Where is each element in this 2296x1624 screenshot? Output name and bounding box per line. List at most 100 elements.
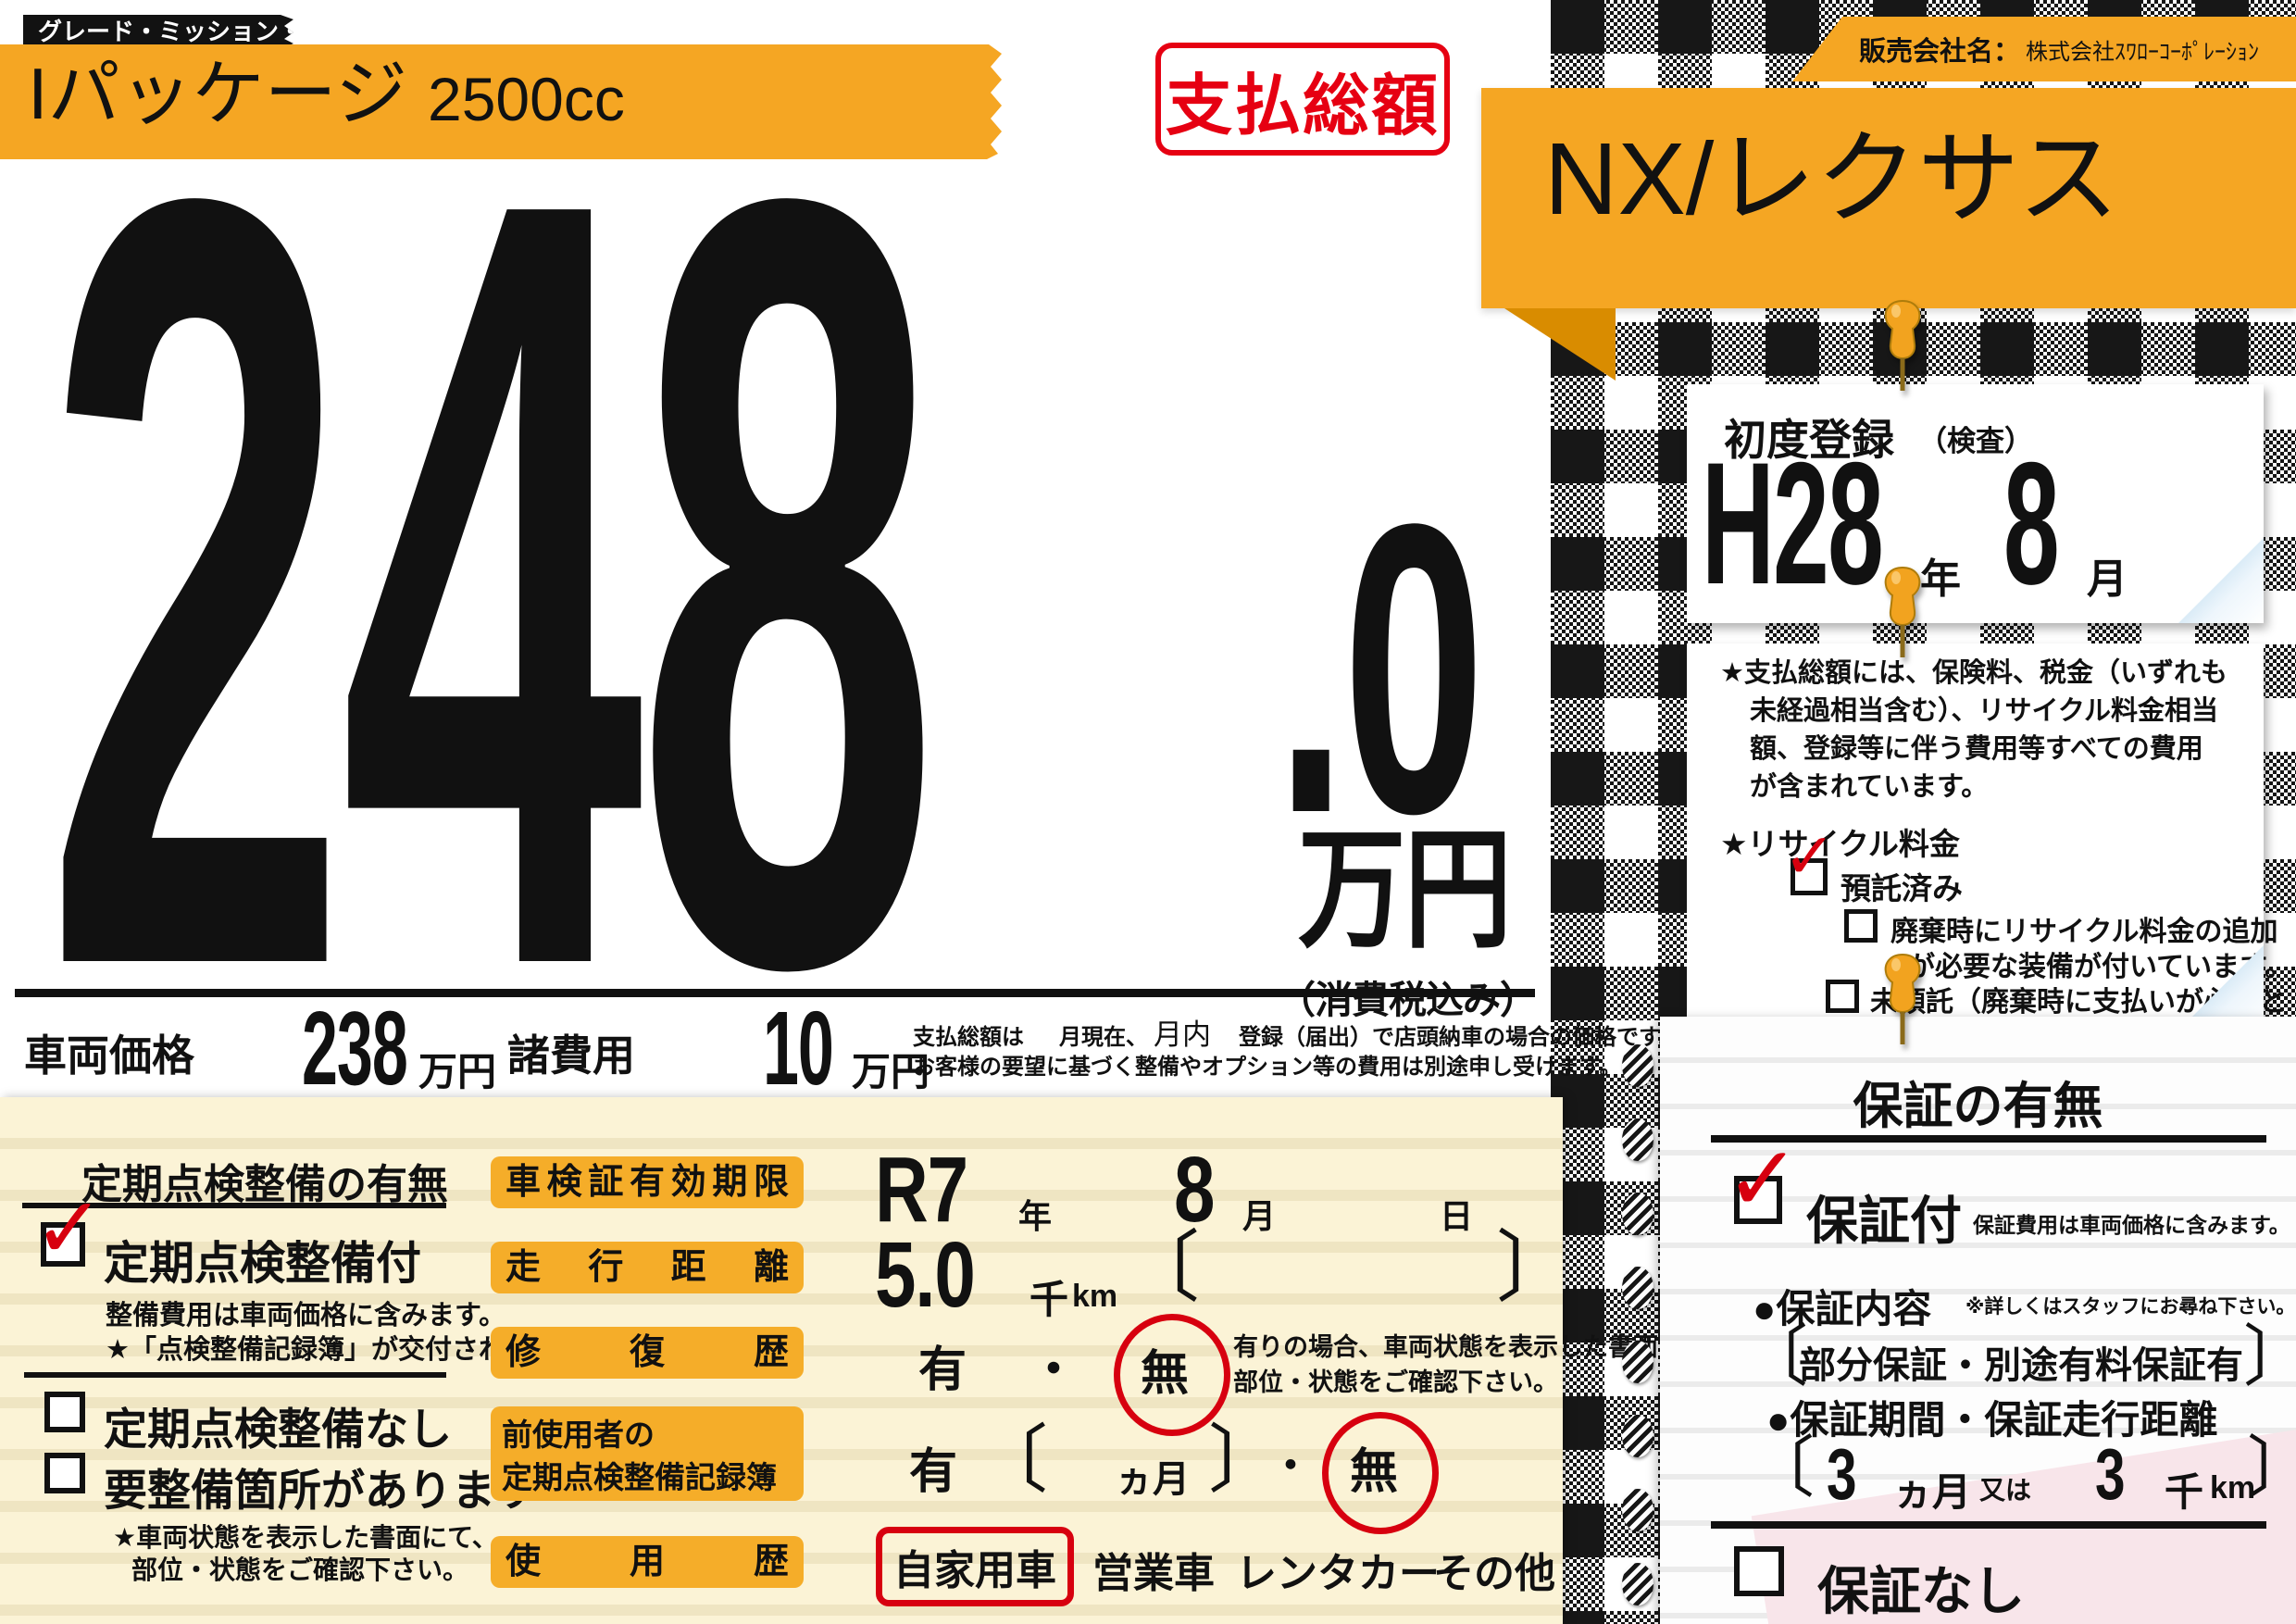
binder-ring xyxy=(1622,1489,1653,1531)
warranty-divider xyxy=(1711,1521,2266,1529)
checkmark-icon: ✓ xyxy=(1725,1128,1802,1230)
payment-note-line3: 額、登録等に伴う費用等すべての費用 xyxy=(1750,734,2203,764)
price-total-decimal: .0 xyxy=(1276,439,1485,899)
warranty-title: 保証の有無 xyxy=(1853,1079,2103,1134)
warranty-bracket-close: 〕 xyxy=(2243,1324,2296,1391)
maintenance-none-checkbox xyxy=(44,1392,85,1432)
warranty-km-value: 3 xyxy=(2095,1433,2126,1515)
payment-note-line2: 未経過相当含む）、リサイクル料金相当 xyxy=(1750,696,2219,726)
usage-option-private: 自家用車 xyxy=(876,1527,1074,1606)
deposited-label: 預託済み xyxy=(1841,871,1963,906)
bracket-open: 〔 xyxy=(1122,1224,1201,1311)
registration-year: H28 xyxy=(1702,426,1884,620)
mileage-label: 走行距離 xyxy=(491,1242,804,1293)
record-dot: ・ xyxy=(1270,1443,1311,1489)
payment-note-line1: ★支払総額には、保険料、税金（いずれも xyxy=(1720,658,2227,688)
warranty-content-label: ●保証内容 xyxy=(1753,1287,1932,1330)
registration-month-unit: 月 xyxy=(2087,556,2128,602)
fees-value: 10 xyxy=(763,990,834,1106)
registration-year-unit: 年 xyxy=(1920,556,1961,602)
record-book-label-line2: 定期点検整備記録簿 xyxy=(502,1460,777,1495)
warranty-content-note: ※詳しくはスタッフにお尋ね下さい。 xyxy=(1965,1296,2296,1318)
warranty-none-checkbox xyxy=(1734,1546,1784,1596)
model-banner: NX/レクサス xyxy=(1481,88,2296,308)
warranty-with-label: 保証付 xyxy=(1806,1192,1962,1250)
warranty-page: 保証の有無 ✓ 保証付 保証費用は車両価格に含みます。 ●保証内容 ※詳しくはス… xyxy=(1660,1017,2296,1624)
displacement-value: 2500cc xyxy=(428,65,625,133)
record-none-circle xyxy=(1322,1412,1439,1534)
record-bracket-close: 〕 xyxy=(1208,1418,1282,1501)
vehicle-price-value: 238 xyxy=(302,990,408,1106)
usage-option-other: その他 xyxy=(1433,1551,1555,1596)
mileage-unit1: 千 xyxy=(1029,1278,1069,1321)
vehicle-price-label: 車両価格 xyxy=(24,1031,194,1080)
recycle-fee-label: ★リサイクル料金 xyxy=(1720,827,1960,861)
recycle-add-line2: が必要な装備が付いています。 xyxy=(1907,952,2293,982)
vehicle-price-unit: 万円 xyxy=(418,1050,497,1093)
warranty-bracket-open: 〔 xyxy=(1741,1320,1809,1394)
maintenance-with-note1: 整備費用は車両価格に含みます。 xyxy=(106,1301,506,1330)
payment-total-badge-label: 支払総額 xyxy=(1165,69,1440,144)
maintenance-need-note1: ★車両状態を表示した書面にて、 xyxy=(113,1523,498,1552)
shaken-label: 車検証有効期限 xyxy=(491,1156,804,1208)
registration-month: 8 xyxy=(2003,426,2060,620)
fees-unit: 万円 xyxy=(852,1050,930,1093)
binder-ring xyxy=(1622,1341,1653,1383)
record-bracket-open: 〔 xyxy=(974,1418,1048,1501)
mileage-unit2: km xyxy=(1072,1279,1118,1314)
pushpin-icon xyxy=(1884,299,1921,391)
record-months-unit: ヵ月 xyxy=(1116,1459,1190,1500)
registration-subtitle: （検査） xyxy=(1918,425,2033,457)
maintenance-divider xyxy=(24,1372,446,1378)
horizontal-rule xyxy=(15,989,1535,997)
recycle-add-line1: 廃棄時にリサイクル料金の追加 xyxy=(1890,917,2278,947)
warranty-period-bracket-close: 〕 xyxy=(2247,1435,2296,1502)
maintenance-title: 定期点検整備の有無 xyxy=(81,1162,448,1207)
price-note1-b: 月現在、 xyxy=(1059,1025,1148,1050)
price-note1-a: 支払総額は xyxy=(913,1025,1024,1050)
repair-label: 修復歴 xyxy=(491,1327,804,1379)
maintenance-title-underline xyxy=(22,1203,446,1208)
registration-card: 初度登録 （検査） H28 年 8 月 xyxy=(1687,384,2264,623)
maintenance-with-label: 定期点検整備付 xyxy=(104,1239,422,1289)
model-name: NX/レクサス xyxy=(1544,122,2120,236)
price-note-line1: 支払総額は 月現在、 月内 登録（届出）で店頭納車の場合の価格です。 xyxy=(913,1011,1681,1053)
mileage-value: 5.0 xyxy=(875,1223,976,1327)
checkmark-icon: ✓ xyxy=(33,1181,106,1276)
tax-included-note: （消費税込み） xyxy=(1278,979,1538,1021)
dealer-name: 株式会社ｽﾜﾛｰｺｰﾎﾟﾚｰｼｮﾝ xyxy=(2026,39,2260,65)
maintenance-need-note2: 部位・状態をご確認下さい。 xyxy=(131,1555,469,1584)
bracket-close: 〕 xyxy=(1496,1224,1575,1311)
warranty-or-label: 又は xyxy=(1979,1476,2032,1505)
warranty-months-value: 3 xyxy=(1827,1433,1857,1515)
repair-has-option: 有 xyxy=(918,1343,967,1397)
maintenance-with-checkbox xyxy=(41,1222,85,1267)
dealer-label: 販売会社名： xyxy=(1859,37,2021,67)
shaken-month-value: 8 xyxy=(1174,1138,1216,1242)
warranty-period-bracket-open: 〔 xyxy=(1748,1431,1816,1505)
warranty-months-unit: ヵ月 xyxy=(1893,1470,1972,1514)
payment-note-line4: が含まれています。 xyxy=(1750,772,1989,802)
shaken-year-value: R7 xyxy=(875,1138,968,1242)
warranty-content-value: 部分保証・別途有料保証有 xyxy=(1799,1345,2243,1386)
price-note1-d: 登録（届出）で店頭納車の場合の価格です。 xyxy=(1239,1025,1681,1050)
binder-ring xyxy=(1622,1044,1653,1087)
price-note-line2: お客様の要望に基づく整備やオプション等の費用は別途申し受けます。 xyxy=(913,1055,1622,1080)
maintenance-none-label: 定期点検整備なし xyxy=(104,1405,452,1454)
repair-note2: 部位・状態をご確認下さい。 xyxy=(1233,1368,1558,1396)
usage-label: 使用歴 xyxy=(491,1536,804,1588)
warranty-with-checkbox xyxy=(1734,1176,1782,1224)
binder-ring xyxy=(1622,1118,1653,1161)
warranty-period-label: ●保証期間・保証走行距離 xyxy=(1766,1398,2218,1442)
warranty-title-underline xyxy=(1711,1135,2266,1143)
binder-ring xyxy=(1622,1563,1653,1605)
deposited-checkbox xyxy=(1791,858,1828,895)
binder-ring xyxy=(1622,1267,1653,1309)
inspection-sheet: 定期点検整備の有無 ✓ 定期点検整備付 整備費用は車両価格に含みます。 ★「点検… xyxy=(0,1097,1732,1624)
warranty-km-unit2: km xyxy=(2210,1470,2256,1505)
grade-banner xyxy=(0,44,1002,159)
binder-ring xyxy=(1622,1415,1653,1457)
recycle-add-checkbox xyxy=(1844,909,1878,943)
page-curl xyxy=(2178,538,2264,623)
